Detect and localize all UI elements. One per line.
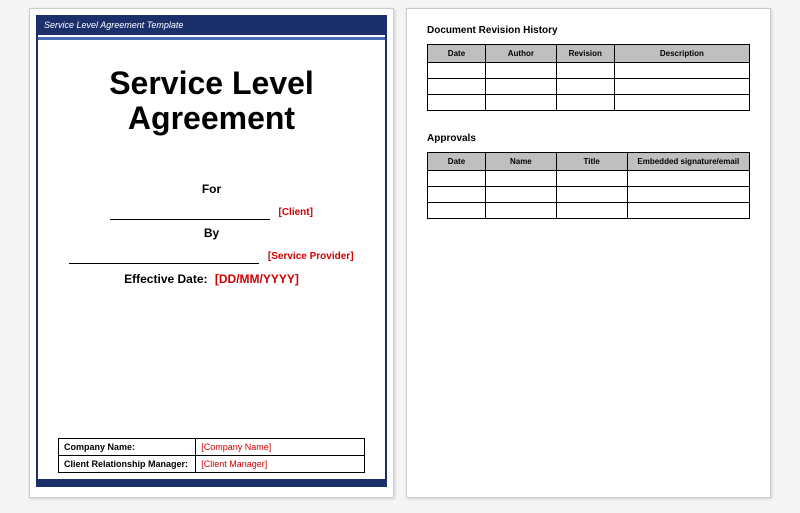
by-label: By [58, 226, 365, 240]
provider-placeholder: [Service Provider] [268, 251, 354, 262]
manager-value: [Client Manager] [196, 456, 364, 472]
approvals-cell [485, 187, 556, 203]
revision-col-header: Author [485, 45, 556, 63]
for-block: For [Client] By [Service Provider] Effec… [58, 182, 365, 286]
page-1-header-bar: Service Level Agreement Template [38, 17, 385, 35]
page-2: Document Revision History DateAuthorRevi… [406, 8, 771, 498]
approvals-title: Approvals [427, 133, 750, 144]
company-name-label: Company Name: [59, 439, 196, 455]
approvals-row [428, 187, 750, 203]
revision-col-header: Description [614, 45, 749, 63]
client-placeholder: [Client] [279, 207, 313, 218]
approvals-col-header: Name [485, 153, 556, 171]
approvals-cell [556, 187, 627, 203]
approvals-col-header: Title [556, 153, 627, 171]
client-fill-line [110, 208, 270, 220]
footer-info-box: Company Name: [Company Name] Client Rela… [58, 438, 365, 473]
revision-col-header: Revision [556, 45, 614, 63]
page-spread: Service Level Agreement Template Service… [0, 0, 800, 506]
revision-history-title: Document Revision History [427, 25, 750, 36]
approvals-col-header: Embedded signature/email [627, 153, 749, 171]
revision-cell [556, 95, 614, 111]
approvals-cell [627, 187, 749, 203]
revision-cell [485, 79, 556, 95]
approvals-cell [428, 171, 486, 187]
header-text: Service Level Agreement Template [44, 20, 183, 30]
approvals-cell [485, 203, 556, 219]
accent-stripe-bottom [38, 479, 385, 485]
approvals-cell [556, 171, 627, 187]
revision-cell [428, 95, 486, 111]
approvals-row [428, 171, 750, 187]
title-line-2: Agreement [58, 101, 365, 136]
company-name-value: [Company Name] [196, 439, 364, 455]
page-2-body: Document Revision History DateAuthorRevi… [407, 9, 770, 257]
revision-col-header: Date [428, 45, 486, 63]
manager-label: Client Relationship Manager: [59, 456, 196, 472]
revision-cell [614, 63, 749, 79]
client-line: [Client] [58, 202, 365, 220]
page-1: Service Level Agreement Template Service… [29, 8, 394, 498]
revision-cell [485, 95, 556, 111]
page-1-frame: Service Level Agreement Template Service… [36, 15, 387, 487]
title-line-1: Service Level [58, 66, 365, 101]
revision-row [428, 63, 750, 79]
provider-line: [Service Provider] [58, 246, 365, 264]
provider-fill-line [69, 252, 259, 264]
revision-cell [428, 63, 486, 79]
effective-date-label: Effective Date: [124, 272, 207, 286]
approvals-col-header: Date [428, 153, 486, 171]
approvals-cell [485, 171, 556, 187]
revision-cell [614, 79, 749, 95]
revision-cell [614, 95, 749, 111]
page-1-body: Service Level Agreement For [Client] By … [38, 40, 385, 479]
approvals-cell [428, 203, 486, 219]
revision-cell [485, 63, 556, 79]
approvals-cell [428, 187, 486, 203]
approvals-cell [627, 203, 749, 219]
revision-history-table: DateAuthorRevisionDescription [427, 44, 750, 111]
revision-cell [428, 79, 486, 95]
revision-row [428, 95, 750, 111]
approvals-row [428, 203, 750, 219]
effective-date-row: Effective Date: [DD/MM/YYYY] [58, 272, 365, 286]
revision-cell [556, 63, 614, 79]
approvals-table: DateNameTitleEmbedded signature/email [427, 152, 750, 219]
approvals-cell [627, 171, 749, 187]
for-label: For [58, 182, 365, 196]
approvals-cell [556, 203, 627, 219]
effective-date-placeholder: [DD/MM/YYYY] [215, 272, 299, 286]
revision-cell [556, 79, 614, 95]
footer-row-company: Company Name: [Company Name] [59, 439, 364, 455]
revision-row [428, 79, 750, 95]
footer-row-manager: Client Relationship Manager: [Client Man… [59, 455, 364, 472]
